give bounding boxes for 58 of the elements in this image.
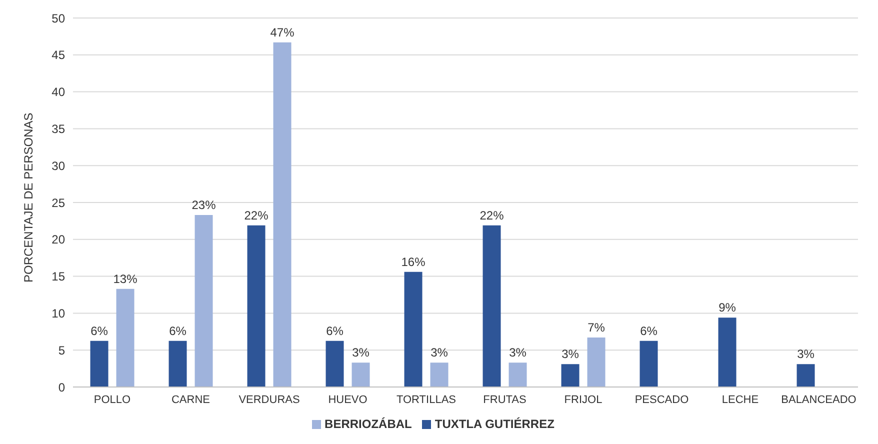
bar bbox=[640, 340, 658, 387]
data-label: 7% bbox=[588, 320, 606, 335]
data-label: 3% bbox=[430, 346, 448, 360]
bar bbox=[90, 340, 108, 387]
bar bbox=[273, 42, 292, 387]
data-label: 22% bbox=[244, 208, 269, 222]
legend-label: TUXTLA GUTIÉRREZ bbox=[434, 417, 554, 431]
bar bbox=[796, 364, 815, 387]
bar bbox=[168, 340, 187, 387]
bar bbox=[326, 340, 344, 387]
data-label: 3% bbox=[562, 347, 580, 362]
bar bbox=[116, 288, 134, 387]
y-tick-label: 15 bbox=[52, 270, 66, 284]
data-label: 6% bbox=[169, 324, 187, 338]
data-label: 22% bbox=[480, 208, 504, 222]
x-tick-label: HUEVO bbox=[328, 394, 368, 406]
bar bbox=[482, 225, 501, 387]
data-label: 9% bbox=[718, 300, 736, 315]
y-tick-label: 20 bbox=[52, 232, 66, 247]
data-label: 13% bbox=[113, 272, 138, 286]
y-tick-label: 35 bbox=[52, 122, 66, 136]
x-tick-label: LECHE bbox=[722, 394, 759, 406]
data-label: 47% bbox=[270, 25, 295, 40]
data-label: 6% bbox=[326, 324, 344, 338]
y-tick-label: 45 bbox=[52, 48, 66, 62]
x-tick-label: PESCADO bbox=[634, 394, 690, 406]
x-tick-label: FRUTAS bbox=[483, 394, 526, 406]
x-tick-label: POLLO bbox=[94, 394, 132, 406]
bar bbox=[352, 362, 370, 387]
x-tick-label: BALANCEADO bbox=[781, 394, 857, 406]
data-label: 6% bbox=[640, 324, 658, 338]
y-tick-label: 5 bbox=[58, 343, 66, 358]
data-label: 3% bbox=[509, 346, 527, 360]
bar bbox=[718, 318, 736, 387]
y-tick-label: 30 bbox=[52, 158, 66, 173]
data-label: 6% bbox=[90, 324, 108, 338]
bar bbox=[587, 338, 606, 387]
bar bbox=[561, 364, 580, 387]
y-tick-label: 50 bbox=[52, 11, 66, 26]
bar bbox=[404, 272, 422, 387]
x-tick-label: FRIJOL bbox=[564, 394, 602, 406]
data-label: 23% bbox=[192, 198, 216, 212]
y-tick-label: 10 bbox=[52, 306, 66, 320]
data-label: 3% bbox=[352, 346, 370, 360]
x-tick-label: VERDURAS bbox=[238, 394, 300, 406]
y-tick-label: 40 bbox=[52, 85, 66, 100]
bar bbox=[508, 362, 527, 387]
data-label: 16% bbox=[401, 254, 426, 269]
x-tick-label: CARNE bbox=[171, 394, 210, 406]
bar bbox=[194, 215, 213, 387]
bar bbox=[430, 362, 448, 387]
data-label: 3% bbox=[797, 347, 815, 362]
legend-label: BERRIOZÁBAL bbox=[324, 417, 412, 431]
y-tick-label: 0 bbox=[58, 380, 66, 394]
y-tick-label: 25 bbox=[52, 196, 66, 210]
bar bbox=[247, 225, 266, 387]
y-axis-title: PORCENTAJE DE PERSONAS bbox=[21, 112, 36, 282]
x-tick-label: TORTILLAS bbox=[396, 394, 456, 406]
